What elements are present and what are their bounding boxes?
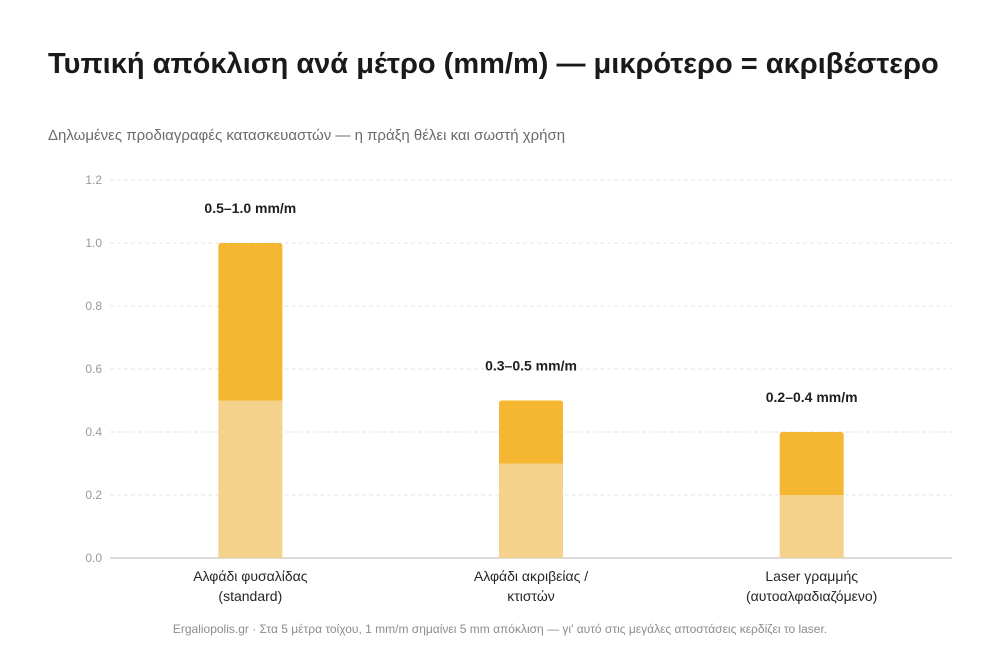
- data-label: 0.2–0.4 mm/m: [766, 389, 858, 405]
- y-tick-label: 0.6: [85, 362, 102, 376]
- bar-segment-upper: [779, 432, 844, 495]
- y-tick-label: 0.2: [85, 488, 102, 502]
- y-tick-label: 1.2: [85, 173, 102, 187]
- data-label: 0.3–0.5 mm/m: [485, 358, 577, 374]
- bar-segment-lower: [499, 463, 563, 558]
- data-label: 0.5–1.0 mm/m: [204, 200, 296, 216]
- x-category-label: Αλφάδι φυσαλίδας: [193, 568, 308, 584]
- y-tick-label: 0.4: [85, 425, 102, 439]
- bar-segment-lower: [218, 400, 283, 558]
- x-category-label: (αυτοαλφαδιαζόμενο): [746, 588, 877, 604]
- y-tick-label: 1.0: [85, 236, 102, 250]
- bar-segment-lower: [779, 495, 844, 558]
- bar-segment-upper: [218, 243, 283, 401]
- bar-segment-upper: [499, 400, 563, 464]
- chart-subtitle: Δηλωμένες προδιαγραφές κατασκευαστών — η…: [48, 127, 566, 144]
- chart-title: Τυπική απόκλιση ανά μέτρο (mm/m) — μικρό…: [48, 48, 939, 80]
- y-tick-label: 0.0: [85, 551, 102, 565]
- x-category-label: Laser γραμμής: [765, 568, 858, 584]
- x-category-label: (standard): [218, 588, 282, 604]
- chart-footnote: Ergaliopolis.gr · Στα 5 μέτρα τοίχου, 1 …: [172, 622, 828, 636]
- x-category-label: Αλφάδι ακριβείας /: [474, 568, 588, 584]
- y-tick-label: 0.8: [85, 299, 102, 313]
- x-category-label: κτιστών: [507, 588, 555, 604]
